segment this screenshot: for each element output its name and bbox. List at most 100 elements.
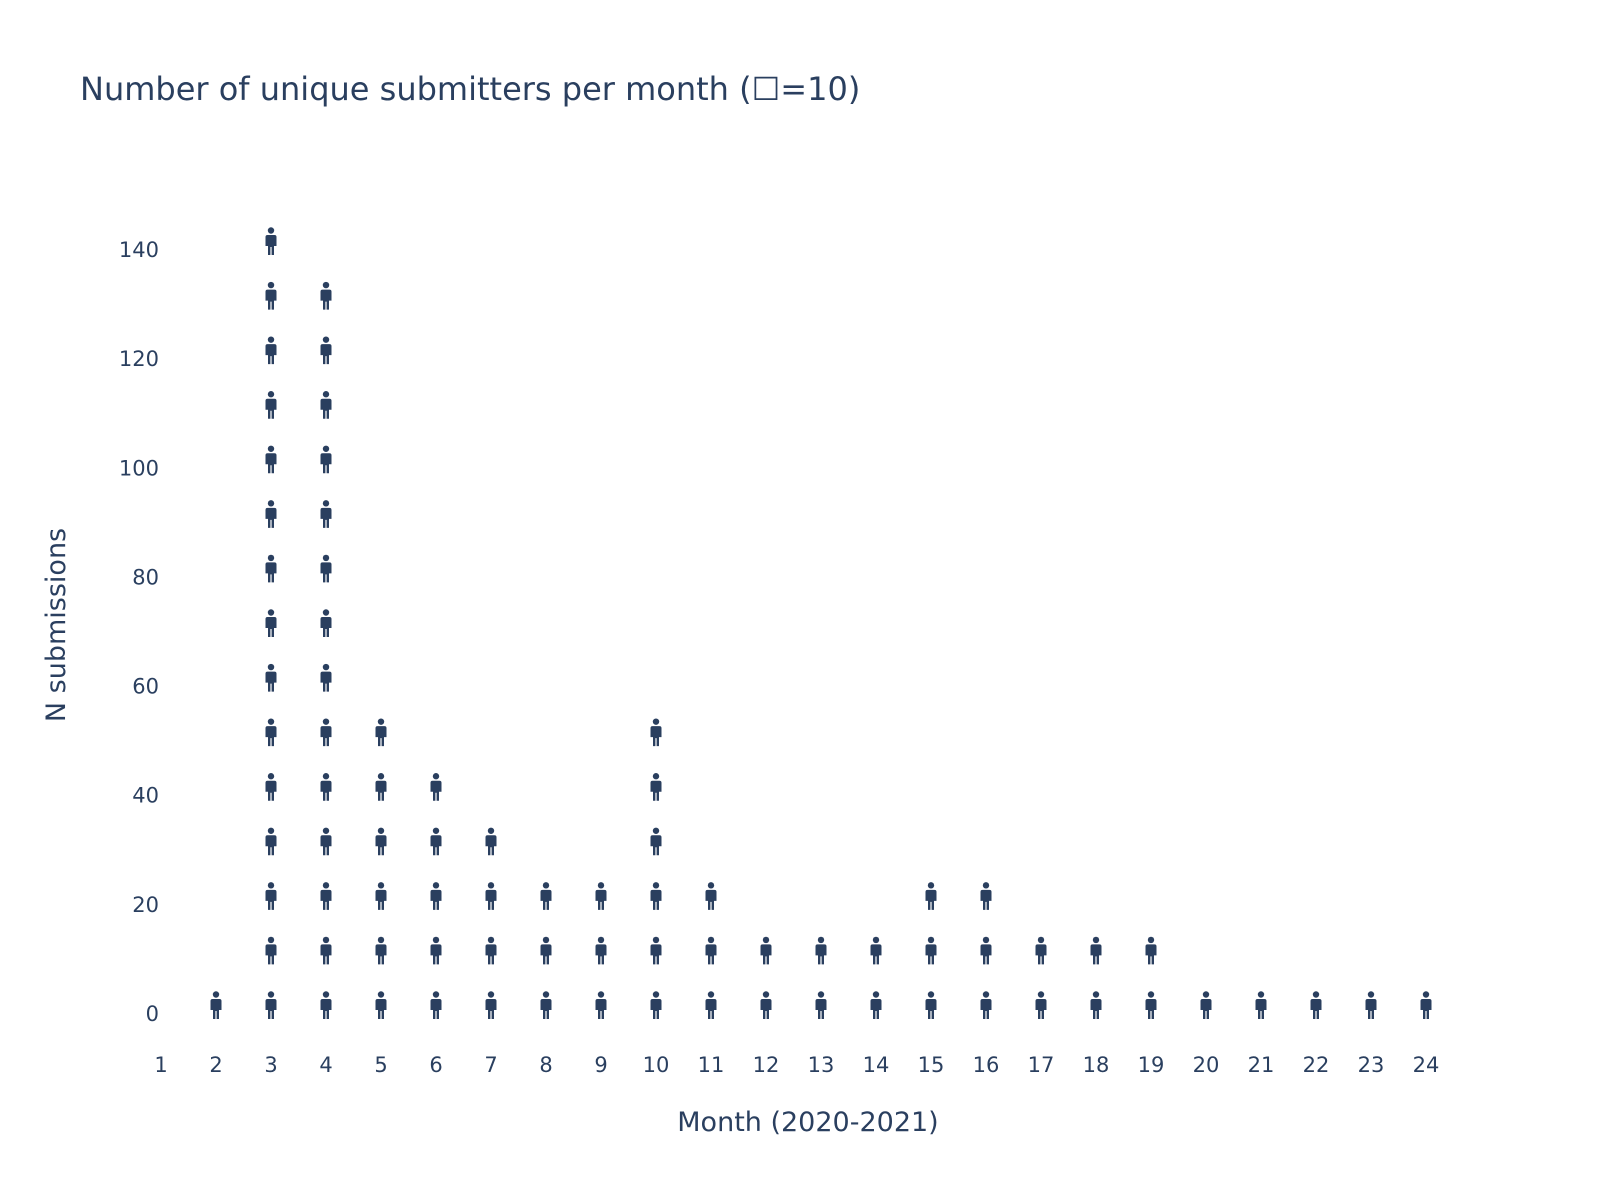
person-icon	[1090, 991, 1102, 1019]
person-icon	[265, 663, 277, 692]
person-icon	[595, 936, 607, 965]
person-icon	[1145, 936, 1157, 965]
person-icon	[485, 827, 497, 856]
person-icon	[375, 991, 387, 1019]
person-icon	[925, 991, 937, 1019]
person-icon	[265, 336, 277, 365]
person-icon	[265, 827, 277, 856]
person-icon	[265, 718, 277, 747]
person-icon	[320, 991, 332, 1019]
x-tick-label: 12	[753, 1053, 780, 1077]
person-icon	[485, 936, 497, 965]
person-icon	[1035, 936, 1047, 965]
x-axis-ticks: 1 2 3 4 5 6 7 8 9 10 11 12 13 14 15 16 17 18 19 20 21 22 23 24	[154, 1053, 1439, 1077]
person-icon	[1035, 991, 1047, 1019]
person-icon	[320, 391, 332, 419]
x-tick-label: 9	[594, 1053, 607, 1077]
person-icon	[430, 882, 442, 910]
person-icon	[430, 991, 442, 1019]
y-tick-label: 60	[132, 675, 159, 699]
person-icon	[320, 445, 332, 474]
x-tick-label: 22	[1303, 1053, 1330, 1077]
x-tick-label: 1	[154, 1053, 167, 1077]
x-tick-label: 21	[1248, 1053, 1275, 1077]
person-icon	[320, 336, 332, 365]
person-icon	[870, 936, 882, 965]
person-icon	[320, 936, 332, 965]
person-icon	[650, 718, 662, 747]
person-icon	[320, 882, 332, 910]
person-icon	[650, 991, 662, 1019]
person-icon	[540, 882, 552, 910]
person-icon	[1310, 991, 1322, 1019]
y-tick-label: 20	[132, 893, 159, 917]
person-icon	[760, 991, 772, 1019]
x-tick-label: 4	[319, 1053, 332, 1077]
person-icon	[320, 554, 332, 583]
x-axis-title: Month (2020-2021)	[677, 1107, 938, 1138]
x-tick-label: 14	[863, 1053, 890, 1077]
person-icon	[265, 227, 277, 255]
person-icon	[650, 882, 662, 910]
y-tick-label: 40	[132, 784, 159, 808]
person-icon	[265, 445, 277, 474]
person-icon	[320, 500, 332, 528]
person-icon	[485, 882, 497, 910]
person-icon	[540, 991, 552, 1019]
person-icon	[265, 500, 277, 528]
person-icon	[870, 991, 882, 1019]
person-icon	[320, 773, 332, 801]
person-icon	[210, 991, 222, 1019]
person-icon	[430, 827, 442, 856]
x-tick-label: 18	[1083, 1053, 1110, 1077]
person-icon	[265, 991, 277, 1019]
x-tick-label: 2	[209, 1053, 222, 1077]
x-tick-label: 13	[808, 1053, 835, 1077]
person-icon	[265, 554, 277, 583]
x-tick-label: 5	[374, 1053, 387, 1077]
person-icon	[265, 936, 277, 965]
y-tick-label: 140	[119, 238, 159, 262]
x-tick-label: 7	[484, 1053, 497, 1077]
x-tick-label: 10	[643, 1053, 670, 1077]
person-icon	[1255, 991, 1267, 1019]
y-tick-label: 120	[119, 347, 159, 371]
person-icon	[925, 882, 937, 910]
y-tick-label: 0	[146, 1002, 159, 1026]
person-icon	[705, 936, 717, 965]
x-tick-label: 23	[1358, 1053, 1385, 1077]
person-icon	[1145, 991, 1157, 1019]
person-icon	[650, 773, 662, 801]
person-icon	[320, 609, 332, 637]
person-icon	[1420, 991, 1432, 1019]
person-icon	[705, 882, 717, 910]
x-tick-label: 19	[1138, 1053, 1165, 1077]
person-icon	[925, 936, 937, 965]
person-icon	[320, 718, 332, 747]
x-tick-label: 8	[539, 1053, 552, 1077]
person-icon	[265, 609, 277, 637]
y-axis-title: N submissions	[41, 528, 72, 722]
person-icon	[705, 991, 717, 1019]
person-icon	[980, 936, 992, 965]
x-tick-label: 24	[1413, 1053, 1440, 1077]
person-icon	[265, 882, 277, 910]
person-icon	[815, 936, 827, 965]
person-icon	[980, 882, 992, 910]
person-icon	[320, 663, 332, 692]
person-icon	[320, 827, 332, 856]
y-tick-label: 80	[132, 565, 159, 589]
person-icon	[430, 936, 442, 965]
y-axis-ticks: 0 20 40 60 80 100 120 140	[119, 238, 159, 1026]
person-icon	[595, 991, 607, 1019]
person-icon	[1200, 991, 1212, 1019]
person-icon	[265, 281, 277, 310]
person-icon	[430, 773, 442, 801]
person-icon	[375, 827, 387, 856]
x-tick-label: 11	[698, 1053, 725, 1077]
x-tick-label: 20	[1193, 1053, 1220, 1077]
person-icon	[320, 281, 332, 310]
person-icon	[540, 936, 552, 965]
person-icon	[375, 718, 387, 747]
